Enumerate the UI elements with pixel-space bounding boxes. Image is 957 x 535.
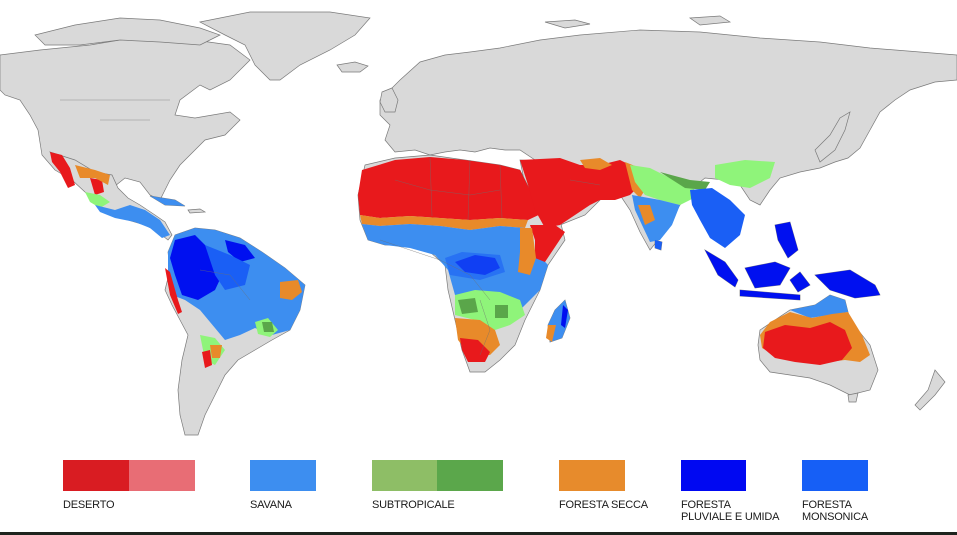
world-biome-map [0, 11, 957, 436]
legend-swatch-subtropical [372, 460, 503, 491]
legend-swatch-rainforest [681, 460, 779, 491]
legend-swatch-desert [63, 460, 195, 491]
biome-dry-madagascar [546, 325, 556, 342]
eurasia [379, 29, 957, 251]
biome-subtropical-dark-brazil [262, 322, 274, 332]
japan [814, 111, 851, 163]
british-isles [379, 87, 399, 113]
biome-dry-brazil [280, 280, 302, 300]
biome-dry-argentina [210, 345, 222, 358]
biome-subtropical-dark-himalaya [660, 172, 710, 190]
biome-rainforest-madagascar [561, 305, 568, 328]
biome-dry-india [638, 205, 655, 225]
legend-item-dry-forest: FORESTA SECCA [559, 460, 648, 511]
legend-swatch-savanna [250, 460, 316, 491]
country-borders [60, 99, 601, 356]
biome-desert-arabia [520, 158, 645, 228]
greenland [198, 11, 371, 81]
biome-desert-horn [530, 225, 565, 262]
biome-desert-peru [165, 268, 182, 314]
legend-label-savanna: SAVANA [250, 499, 292, 511]
tasmania [847, 392, 859, 403]
legend-item-rainforest: FORESTA PLUVIALE E UMIDA [681, 460, 779, 523]
biome-monsoon-sri-lanka [655, 240, 662, 250]
legend-item-savanna: SAVANA [250, 460, 316, 511]
biome-desert-sahara [358, 157, 545, 220]
new-zealand [914, 369, 946, 411]
legend-label-desert: DESERTO [63, 499, 115, 511]
biome-desert-mexico [50, 152, 104, 195]
biome-subtropical-dark-south-africa [458, 298, 508, 318]
legend: DESERTO SAVANA SUBTROPICALE FORESTA SECC… [0, 460, 957, 530]
legend-swatch-monsoon-forest [802, 460, 868, 491]
biome-subtropical-mexico [85, 192, 110, 208]
biome-overlays [50, 152, 880, 368]
arctic-russia-islands [544, 15, 732, 29]
biome-monsoon-congo [445, 252, 505, 280]
legend-label-monsoon-forest: FORESTA MONSONICA [802, 499, 869, 523]
biome-dry-sahel [360, 215, 528, 230]
biome-savanna-caribbean [150, 196, 185, 206]
biome-subtropical-india [630, 165, 700, 205]
arctic-islands [34, 17, 221, 46]
legend-item-subtropical: SUBTROPICALE [372, 460, 503, 511]
biome-desert-argentina [202, 350, 212, 368]
legend-label-subtropical: SUBTROPICALE [372, 499, 455, 511]
biome-dry-mexico [75, 165, 110, 185]
biome-rainforest-indonesia [705, 222, 880, 300]
legend-swatch-dry-forest [559, 460, 648, 491]
north-america [0, 37, 251, 201]
biome-monsoon-indochina [690, 188, 745, 248]
legend-label-dry-forest: FORESTA SECCA [559, 499, 648, 511]
biome-savanna-north-australia [790, 295, 848, 318]
iceland [336, 61, 369, 73]
legend-label-rainforest: FORESTA PLUVIALE E UMIDA [681, 499, 780, 523]
legend-item-monsoon-forest: FORESTA MONSONICA [802, 460, 868, 523]
biome-dry-east-africa [518, 228, 536, 275]
biome-desert-namib [460, 338, 490, 362]
bottom-divider [0, 532, 957, 535]
biome-savanna-central-america [95, 205, 170, 238]
biome-subtropical-china [715, 160, 775, 188]
legend-item-desert: DESERTO [63, 460, 195, 511]
biome-desert-australia [763, 322, 852, 365]
biome-monsoon-amazon [205, 245, 250, 290]
